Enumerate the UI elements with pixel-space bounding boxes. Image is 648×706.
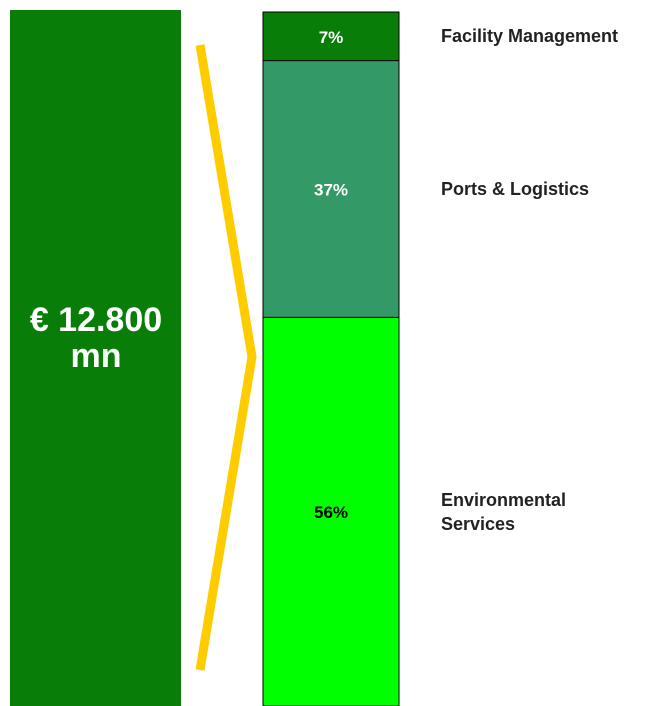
category-label: Ports & Logistics [441, 178, 590, 199]
bar-segment [262, 60, 400, 318]
category-label: Facility Management [441, 26, 619, 47]
category-label: Environmental Services [441, 489, 567, 534]
bar-segment [262, 11, 400, 62]
arrow [195, 44, 257, 671]
value-label: 37% [314, 180, 348, 199]
bar-segment [262, 316, 400, 706]
total-label: mn [71, 337, 122, 375]
value-label: 56% [314, 503, 348, 522]
total-block [10, 10, 181, 706]
value-label: 7% [319, 28, 344, 47]
total-label: € 12.800 [30, 301, 162, 339]
